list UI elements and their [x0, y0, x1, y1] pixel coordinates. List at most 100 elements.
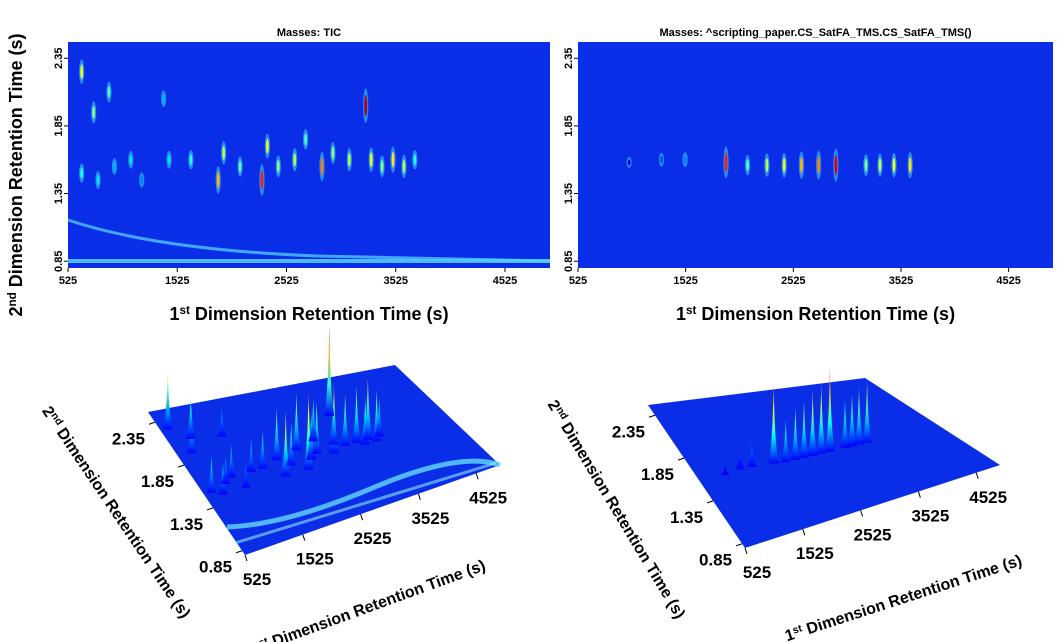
label-text: Dimension Retention Time (s) [6, 34, 26, 293]
peak [113, 161, 116, 172]
x-tick-label: 4525 [469, 488, 507, 507]
x-tick [302, 534, 306, 541]
peak [216, 171, 220, 189]
x-tick-label: 4525 [969, 488, 1007, 507]
x-tick-label: 4525 [996, 275, 1020, 287]
y-tick-label: 1.85 [641, 465, 674, 484]
peak [320, 157, 324, 176]
chart-title: Masses: TIC [277, 27, 341, 39]
peak [627, 159, 631, 166]
peak [839, 400, 850, 449]
y-tick [235, 550, 243, 554]
y-tick-label: 0.85 [699, 551, 732, 570]
x-tick [975, 472, 979, 479]
peak [291, 393, 302, 451]
peak [96, 174, 100, 186]
label-superscript: st [791, 623, 804, 636]
peak [746, 443, 757, 467]
peak [782, 157, 786, 173]
peak [240, 464, 251, 489]
y-tick [735, 543, 743, 547]
x-tick-label: 2525 [781, 275, 805, 287]
label-superscript: nd [6, 292, 19, 306]
x-tick-label: 525 [59, 275, 77, 287]
label-text: Dimension Retention Time (s) [800, 552, 1024, 639]
peak [304, 133, 308, 146]
peak [824, 366, 835, 452]
x-tick-label: 525 [243, 570, 271, 589]
peak [324, 325, 335, 416]
peak [340, 393, 351, 446]
peak [222, 146, 226, 160]
x-axis-label: 1st Dimension Retention Time (s) [783, 552, 1024, 642]
column-bleed [234, 461, 497, 545]
peak [374, 398, 385, 437]
y-tick [677, 457, 685, 461]
peak [303, 389, 314, 470]
peak [80, 167, 84, 179]
peak [660, 155, 663, 164]
peak [80, 64, 84, 80]
x-tick [475, 473, 479, 480]
column-bleed [68, 259, 550, 263]
peak [246, 438, 257, 472]
x-tick-label: 1525 [296, 550, 334, 569]
x-tick-label: 1525 [796, 544, 834, 563]
peak [799, 156, 803, 174]
surface-plane [648, 378, 1000, 548]
column-bleed [67, 218, 551, 263]
x-tick [802, 529, 806, 536]
y-tick-label: 1.85 [563, 115, 575, 136]
peak [746, 159, 749, 172]
peak [360, 397, 371, 445]
peak [257, 430, 268, 469]
label-number: 1 [169, 304, 179, 324]
peak [280, 410, 291, 477]
x-tick-label: 2525 [854, 525, 892, 544]
peak [862, 380, 873, 443]
peak [206, 455, 217, 494]
y-tick-label: 2.35 [53, 48, 65, 69]
peak [162, 372, 173, 430]
peak [185, 396, 196, 439]
x-tick-label: 1525 [673, 275, 697, 287]
label-superscript: st [257, 635, 270, 642]
peak [683, 155, 687, 164]
peak [293, 152, 297, 167]
label-number: 1 [249, 639, 263, 642]
peak [799, 400, 810, 458]
x-tick-label: 3525 [411, 509, 449, 528]
peak [391, 151, 395, 168]
y-tick-label: 1.85 [141, 472, 174, 491]
peak [364, 95, 368, 117]
peak [189, 154, 193, 166]
peak [371, 389, 382, 442]
x-tick [744, 547, 748, 555]
x-tick-label: 2525 [354, 529, 392, 548]
chart-title: Masses: ^scripting_paper.CS_SatFA_TMS.CS… [659, 27, 971, 39]
y-tick [206, 507, 214, 511]
peak [216, 407, 227, 437]
y-tick [148, 421, 156, 425]
x-tick-label: 525 [743, 563, 771, 582]
x-tick [244, 554, 248, 562]
label-number: 1 [676, 304, 686, 324]
peak [380, 160, 384, 174]
y-tick-label: 2.35 [612, 422, 645, 441]
peak [271, 407, 282, 461]
peak [167, 154, 171, 165]
peak [265, 138, 269, 154]
peak [908, 157, 912, 173]
peak [362, 377, 373, 440]
y-tick-label: 2.35 [563, 48, 575, 69]
surface-plane [148, 365, 500, 555]
peak [817, 156, 821, 174]
x-tick-label: 3525 [911, 507, 949, 526]
peak [351, 385, 362, 443]
y-tick-label: 0.85 [563, 251, 575, 272]
y-tick-label: 1.35 [53, 183, 65, 204]
y-tick [648, 414, 656, 418]
peak [220, 455, 231, 484]
peak [238, 160, 242, 173]
